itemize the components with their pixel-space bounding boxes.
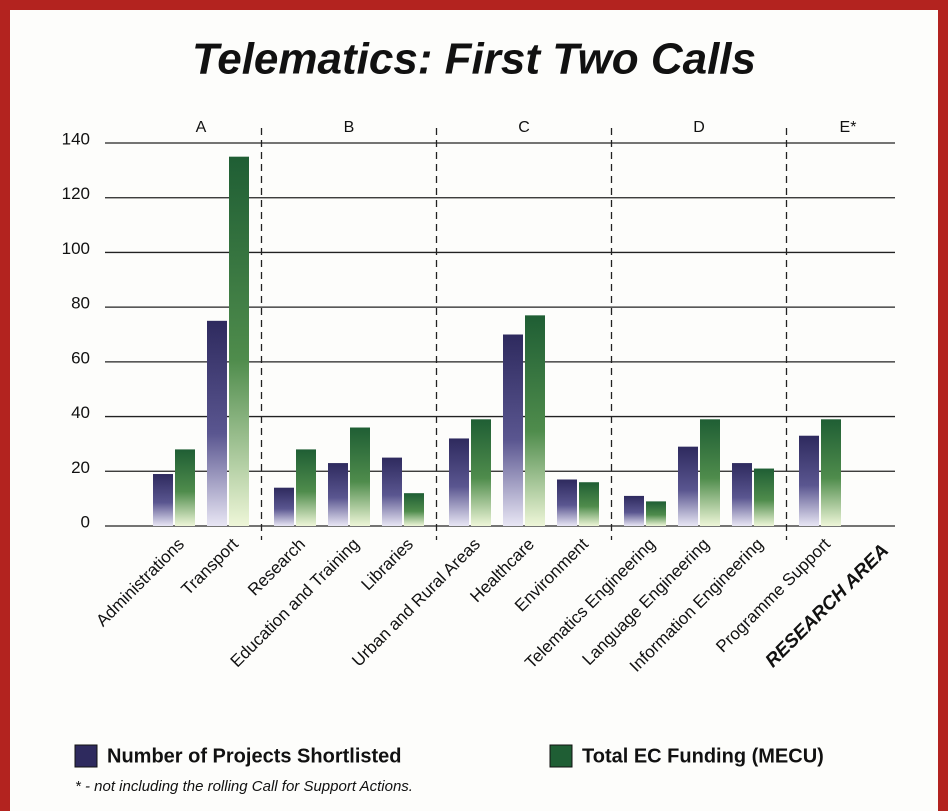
y-tick-label: 20 [71,458,90,477]
bar [471,419,491,526]
y-tick-label: 140 [62,129,90,148]
group-label: D [693,119,705,136]
bar [821,419,841,526]
legend-label: Number of Projects Shortlisted [107,745,402,767]
y-tick-label: 120 [62,184,90,203]
group-label: A [196,119,207,136]
bar [274,487,294,526]
y-tick-label: 60 [71,348,90,367]
bar [700,419,720,526]
bar [678,446,698,526]
bar [754,468,774,526]
bar [646,501,666,526]
legend-label: Total EC Funding (MECU) [582,745,824,767]
bar [296,449,316,526]
bar [328,463,348,526]
y-tick-label: 100 [62,239,90,258]
bar [207,320,227,526]
y-tick-label: 0 [81,512,90,531]
bar [449,438,469,526]
legend-swatch [549,744,573,768]
bar [229,156,249,526]
bar [525,315,545,526]
bar [732,463,752,526]
bar [503,334,523,526]
bar [579,482,599,526]
bar [624,495,644,526]
footnote: * - not including the rolling Call for S… [75,778,413,795]
y-tick-label: 40 [71,403,90,422]
bar [557,479,577,526]
group-label: C [518,119,530,136]
bar [404,493,424,526]
group-label: B [344,119,355,136]
bar [382,457,402,526]
group-label: E* [840,119,857,136]
bar [350,427,370,526]
legend-swatch [74,744,98,768]
chart-title: Telematics: First Two Calls [192,35,756,84]
y-tick-label: 80 [71,294,90,313]
bar [153,474,173,526]
bar [175,449,195,526]
bar [799,435,819,526]
